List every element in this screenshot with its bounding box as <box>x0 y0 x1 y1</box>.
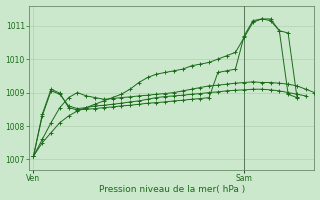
X-axis label: Pression niveau de la mer( hPa ): Pression niveau de la mer( hPa ) <box>99 185 245 194</box>
